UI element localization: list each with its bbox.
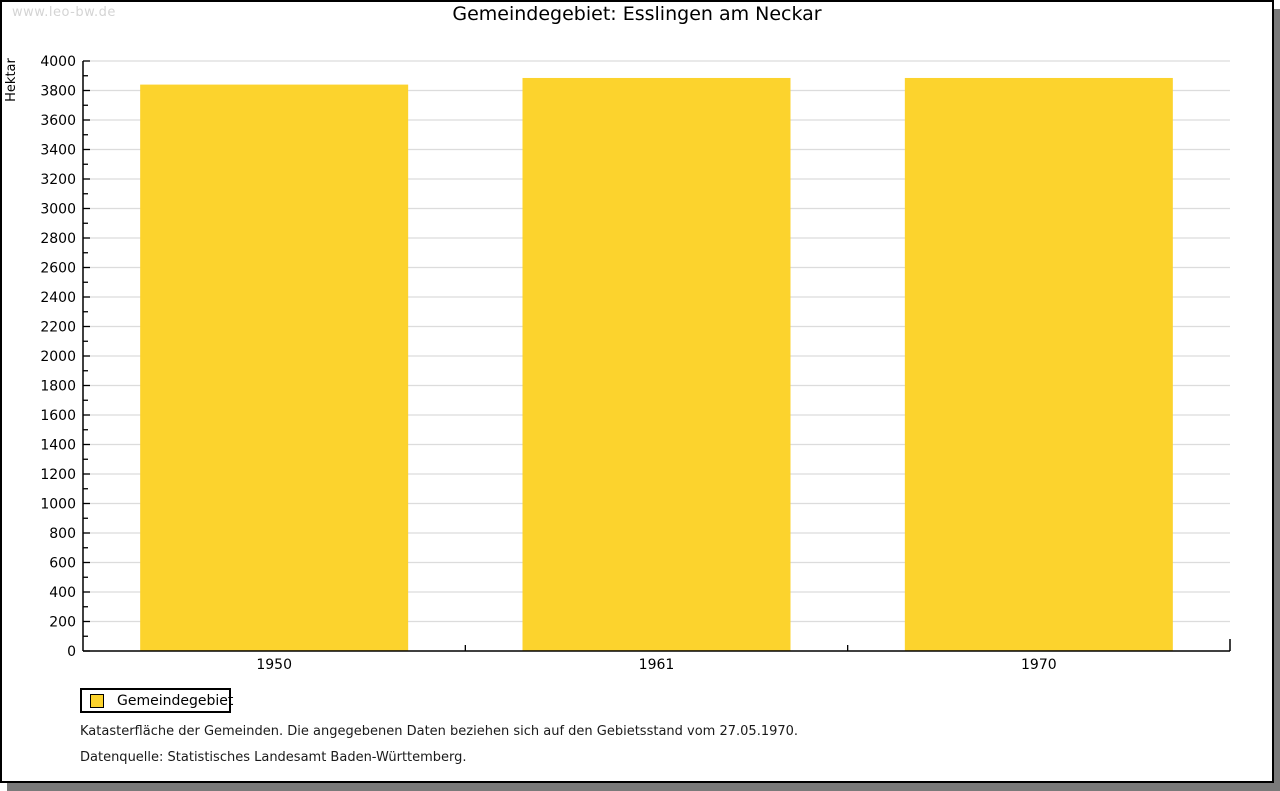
y-tick-label: 1800 <box>40 379 76 395</box>
legend-box: Gemeindegebiet <box>80 688 234 713</box>
y-axis-title: Hektar <box>4 57 19 101</box>
x-tick-label: 1961 <box>639 657 675 673</box>
y-tick-label: 800 <box>49 526 76 542</box>
bar-1961 <box>522 77 791 651</box>
y-tick-label: 3200 <box>40 172 76 188</box>
y-tick-label: 2800 <box>40 231 76 247</box>
y-tick-label: 3800 <box>40 84 76 100</box>
y-tick-label: 1000 <box>40 497 76 513</box>
y-tick-label: 3400 <box>40 143 76 159</box>
y-tick-label: 600 <box>49 556 76 572</box>
y-tick-label: 3000 <box>40 202 76 218</box>
footnote-description: Katasterfläche der Gemeinden. Die angege… <box>80 724 799 739</box>
y-tick-label: 200 <box>49 615 76 631</box>
y-tick-label: 400 <box>49 585 76 601</box>
y-tick-label: 1200 <box>40 467 76 483</box>
y-tick-label: 2400 <box>40 290 76 306</box>
bar-1950 <box>140 84 409 652</box>
watermark: www.leo-bw.de <box>12 5 116 20</box>
legend-label: Gemeindegebiet <box>117 692 234 709</box>
x-tick-label: 1950 <box>256 657 292 673</box>
legend-swatch-icon <box>90 693 104 708</box>
chart-title: Gemeindegebiet: Esslingen am Neckar <box>452 3 822 25</box>
x-tick-label: 1970 <box>1021 657 1057 673</box>
footnote-source: Datenquelle: Statistisches Landesamt Bad… <box>80 750 467 765</box>
y-tick-label: 1400 <box>40 438 76 454</box>
y-tick-label: 3600 <box>40 113 76 129</box>
y-tick-label: 2200 <box>40 320 76 336</box>
bar-1970 <box>904 77 1173 651</box>
y-tick-label: 4000 <box>40 54 76 70</box>
y-tick-label: 0 <box>67 644 76 660</box>
y-tick-label: 2000 <box>40 349 76 365</box>
y-tick-label: 2600 <box>40 261 76 277</box>
y-tick-label: 1600 <box>40 408 76 424</box>
